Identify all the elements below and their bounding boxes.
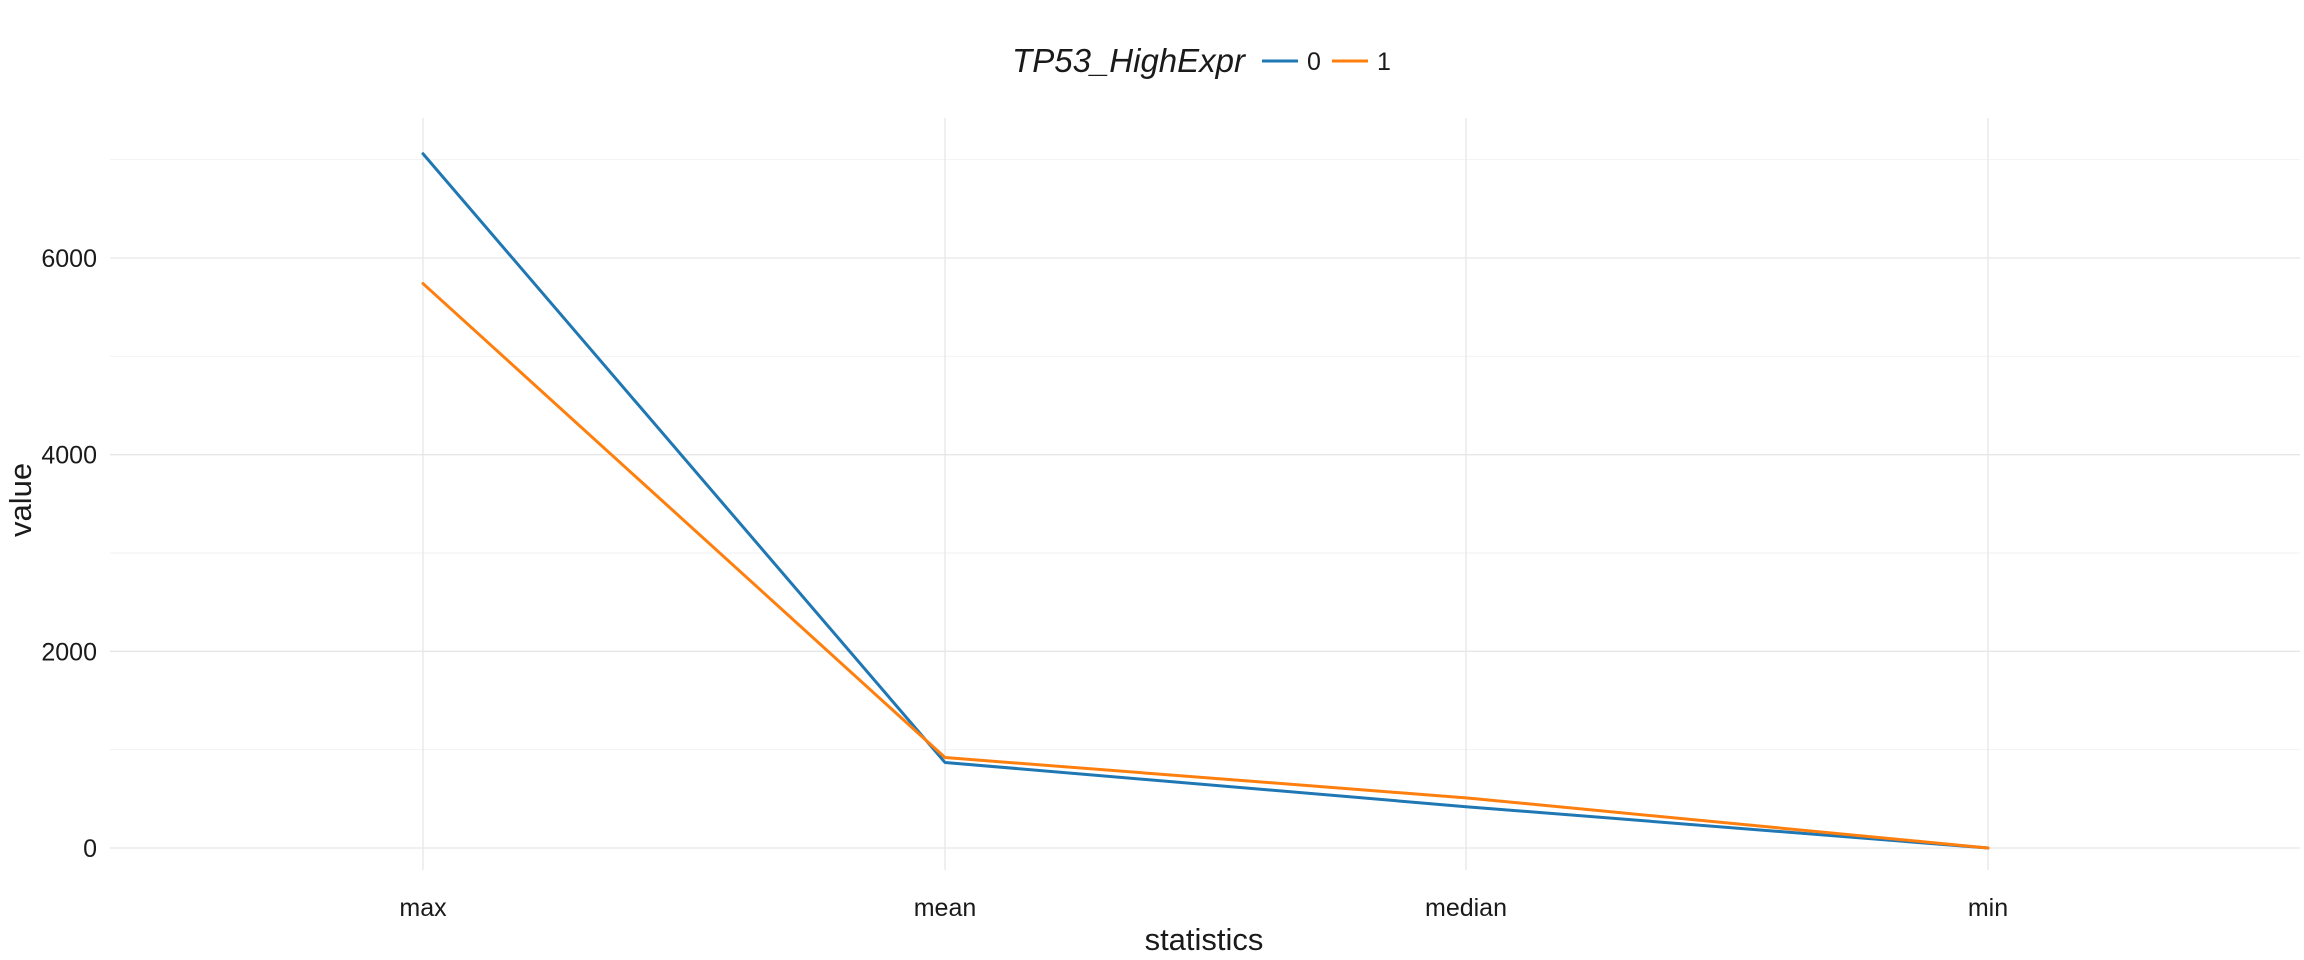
legend: TP53_HighExpr 0 1 xyxy=(1012,42,1391,79)
legend-label-0: 0 xyxy=(1307,48,1321,76)
series-lines xyxy=(421,152,1990,850)
y-tick-label: 4000 xyxy=(41,442,97,470)
y-tick-label: 0 xyxy=(83,835,97,863)
y-tick-label: 2000 xyxy=(41,638,97,666)
x-tick-label: mean xyxy=(914,894,977,922)
y-axis-title: value xyxy=(3,463,38,537)
x-axis-ticks: max mean median min xyxy=(399,894,2008,922)
legend-title: TP53_HighExpr xyxy=(1012,42,1247,79)
legend-label-1: 1 xyxy=(1377,48,1391,76)
y-tick-label: 6000 xyxy=(41,245,97,273)
grid xyxy=(110,118,2300,870)
y-axis-ticks: 0 2000 4000 6000 xyxy=(41,245,97,863)
series-line-0 xyxy=(421,152,1990,850)
x-tick-label: median xyxy=(1425,894,1507,922)
x-tick-label: max xyxy=(399,894,447,922)
x-tick-label: min xyxy=(1968,894,2008,922)
series-line-1 xyxy=(421,282,1990,850)
x-axis-title: statistics xyxy=(1145,922,1264,957)
